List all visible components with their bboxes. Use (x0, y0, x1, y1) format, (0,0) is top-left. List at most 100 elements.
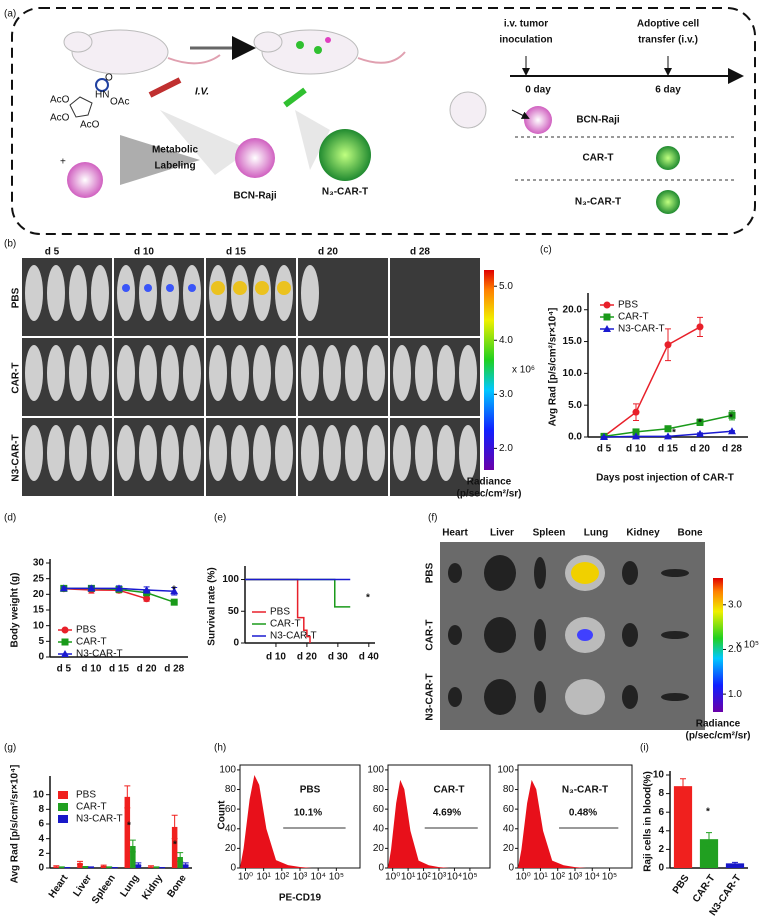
x-tick-label: d 40 (359, 652, 379, 663)
legend-marker (603, 313, 611, 321)
panel-a-art: + (60, 29, 744, 214)
error-bar (153, 866, 160, 869)
bar (77, 862, 83, 868)
x-tick-label: Heart (47, 872, 71, 900)
error-bar (76, 860, 83, 865)
error-bar (124, 785, 131, 809)
marker (728, 427, 736, 435)
y-tick-label: 20 (503, 843, 515, 854)
series-line (63, 587, 147, 600)
mouse (183, 425, 201, 481)
bar (725, 863, 745, 868)
x-tick-label: d 5 (597, 444, 612, 455)
organ (661, 631, 689, 639)
error-bar (680, 778, 686, 795)
y-axis-title: Survival rate (%) (207, 567, 218, 645)
significance: * (706, 807, 710, 818)
structure-label: AcO (80, 120, 100, 131)
mouse (415, 425, 433, 481)
x-tick-label: d 20 (137, 664, 157, 675)
mouse (345, 425, 363, 481)
x-tick-label: 10² (275, 872, 290, 883)
organ (622, 561, 638, 585)
day-label: 0 day (525, 85, 551, 96)
mouse (345, 345, 363, 401)
mouse (275, 345, 293, 401)
row-label: CAR-T (11, 362, 22, 393)
y-tick-label: 10 (33, 789, 45, 800)
x-tick-label: 10³ (568, 872, 583, 883)
y-tick-label: 0 (508, 863, 514, 874)
signal (571, 562, 599, 584)
y-tick-label: 10.0 (563, 368, 583, 379)
mouse (161, 265, 179, 321)
structure-label: HN (95, 90, 109, 101)
legend-swatch (58, 803, 68, 811)
gate-value: 10.1% (294, 808, 322, 819)
error-bar (147, 865, 154, 868)
day-header: d 20 (318, 247, 338, 258)
marker (170, 598, 178, 606)
x-tick-label: d 10 (626, 444, 646, 455)
error-bar (106, 866, 113, 869)
y-tick-label: 40 (503, 823, 515, 834)
y-axis-title: Raji cells in blood(%) (643, 771, 654, 872)
y-tick-label: 80 (373, 784, 385, 795)
mouse (117, 265, 135, 321)
y-tick-label: 100 (222, 574, 239, 585)
significance: * (172, 585, 176, 596)
error-bar (58, 866, 65, 869)
marker (59, 584, 68, 592)
mouse (323, 425, 341, 481)
mouse (459, 425, 477, 481)
x-tick-label: 10⁰ (385, 872, 400, 883)
x-tick-label: 10⁰ (238, 872, 253, 883)
histogram (388, 779, 490, 868)
marker (696, 429, 704, 437)
mouse (139, 345, 157, 401)
organ (622, 685, 638, 709)
y-tick-label: 2 (658, 844, 664, 855)
y-tick-label: 2 (38, 848, 44, 859)
legend-label: N3-CAR-T (270, 631, 317, 642)
legend-swatch (58, 815, 68, 823)
colorbar-title: (p/sec/cm²/sr) (685, 731, 750, 742)
legend-label: CAR-T (618, 312, 649, 323)
x-tick-label: 10⁴ (447, 872, 462, 883)
signal (255, 281, 269, 295)
y-tick-label: 30 (33, 558, 45, 569)
row-label: N3-CAR-T (11, 434, 22, 481)
error-bar (100, 864, 107, 868)
x-tick-label: d 20 (297, 652, 317, 663)
mouse (253, 345, 271, 401)
x-tick-label: d 5 (57, 664, 72, 675)
marker (632, 428, 640, 436)
y-tick-label: 5.0 (568, 400, 582, 411)
error-bar (171, 814, 178, 840)
cell-label: N₃-CAR-T (322, 187, 368, 198)
x-tick-label: d 15 (109, 664, 129, 675)
y-tick-label: 0 (658, 863, 664, 874)
y-tick-label: 20.0 (563, 304, 583, 315)
step-label: Metabolic (152, 145, 199, 156)
x-tick-label: Spleen (90, 873, 118, 906)
structure-label: OAc (110, 97, 129, 108)
series-line (603, 326, 701, 437)
y-tick-label: 5 (38, 636, 44, 647)
y-tick-label: 20 (33, 589, 45, 600)
bar (130, 846, 136, 868)
x-tick-label: CAR-T (691, 873, 718, 905)
error-bar (82, 866, 89, 868)
mouse (231, 425, 249, 481)
colorbar-label: 4.0 (499, 335, 513, 346)
marker (143, 595, 151, 603)
mouse (183, 345, 201, 401)
x-tick-label: d 10 (266, 652, 286, 663)
organ (661, 693, 689, 701)
y-tick-label: 100 (497, 765, 514, 776)
organ-label: Bone (678, 528, 703, 539)
marker (87, 584, 96, 592)
y-tick-label: 0 (378, 863, 384, 874)
signal (577, 629, 593, 641)
x-tick-label: 10² (416, 872, 431, 883)
